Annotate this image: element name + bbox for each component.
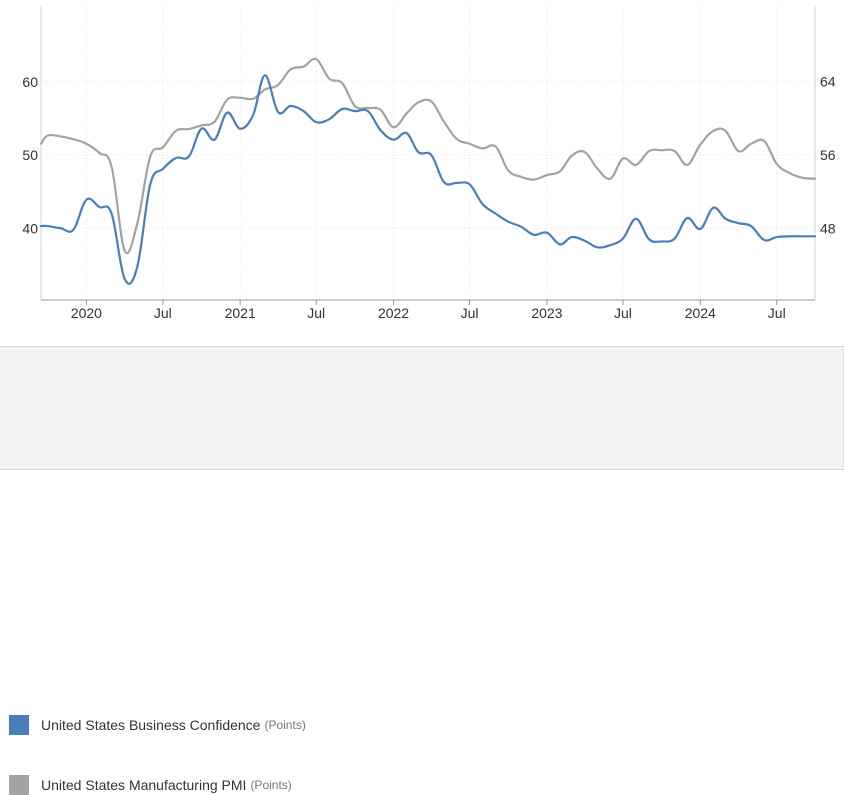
y-right-tick-label: 64 [820,73,836,89]
legend-item-business-confidence[interactable]: United States Business Confidence (Point… [9,715,306,735]
chart-legend: United States Business Confidence (Point… [0,346,844,795]
x-tick-label: Jul [307,305,325,321]
legend-unit-business-confidence: (Points) [264,718,306,732]
x-tick-label: 2021 [225,305,256,321]
legend-item-manufacturing-pmi[interactable]: United States Manufacturing PMI (Points) [9,775,292,795]
x-tick-label: 2023 [531,305,562,321]
legend-swatch-business-confidence [9,715,29,735]
legend-label-business-confidence: United States Business Confidence [41,717,261,733]
x-tick-label: Jul [768,305,786,321]
y-left-tick-label: 60 [22,74,38,90]
x-tick-label: Jul [614,305,632,321]
x-tick-label: 2020 [71,305,102,321]
legend-swatch-manufacturing-pmi [9,775,29,795]
y-left-tick-label: 40 [22,220,38,236]
y-right-tick-label: 56 [820,147,836,163]
series-line-manufacturing-pmi [39,57,817,255]
chart-area: 2020 Jul 2021 Jul 2022 Jul 2023 Jul 2024 Jul 40 50 6… [0,0,844,346]
y-left-tick-label: 50 [22,147,38,163]
x-tick-label: 2022 [378,305,409,321]
y-right-tick-label: 48 [820,220,836,236]
x-tick-label: Jul [461,305,479,321]
legend-unit-manufacturing-pmi: (Points) [250,778,292,792]
x-tick-label: Jul [154,305,172,321]
x-tick-label: 2024 [685,305,716,321]
line-chart: 2020 Jul 2021 Jul 2022 Jul 2023 Jul 2024 Jul 40 50 6… [22,5,836,321]
series-line-business-confidence [39,74,817,285]
legend-label-manufacturing-pmi: United States Manufacturing PMI [41,777,247,793]
